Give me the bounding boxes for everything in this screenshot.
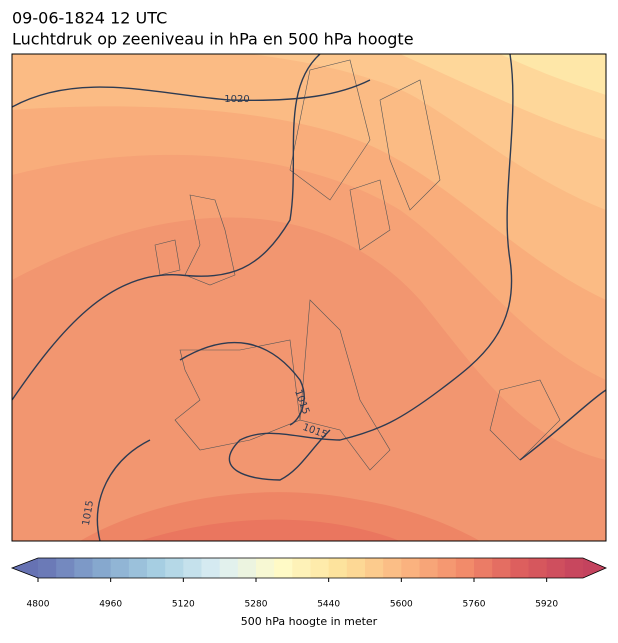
colorbar-bin (165, 558, 184, 578)
isobar (12, 54, 321, 401)
colorbar-bin (92, 558, 112, 578)
title: 09-06-1824 12 UTC (12, 9, 167, 28)
colorbar-tick-label: 5120 (172, 600, 195, 610)
colorbar-bin (528, 558, 548, 578)
colorbar-bin (401, 558, 420, 578)
colorbar-bin (38, 558, 57, 578)
colorbar-bin (56, 558, 75, 578)
colorbar-bin (256, 558, 275, 578)
colorbar-bin (183, 558, 202, 578)
isobar-label: 1015 (81, 500, 96, 527)
colorbar-bin (510, 558, 529, 578)
coastline (154, 59, 561, 471)
colorbar: 4800 4960 5120 5280 5440 5600 5760 5920 (10, 557, 608, 610)
isobar (228, 54, 514, 481)
colorbar-bin (147, 558, 166, 578)
colorbar-tick-label: 4960 (99, 600, 122, 610)
isobar (12, 79, 371, 108)
colorbar-bin (237, 558, 257, 578)
colorbar-tick-label: 5760 (463, 600, 486, 610)
colorbar-bin (546, 558, 566, 578)
colorbar-bin (419, 558, 439, 578)
colorbar-bin (310, 558, 330, 578)
colorbar-bin (455, 558, 475, 578)
colorbar-tick-label: 5920 (535, 600, 558, 610)
colorbar-label: 500 hPa hoogte in meter (241, 615, 378, 628)
isobar (179, 341, 305, 426)
subtitle: Luchtdruk op zeeniveau in hPa en 500 hPa… (12, 30, 414, 49)
colorbar-bin (74, 558, 93, 578)
colorbar-bin (365, 558, 384, 578)
colorbar-bin (274, 558, 293, 578)
isobar (519, 389, 606, 461)
isobar (96, 439, 151, 541)
colorbar-bin (110, 558, 130, 578)
colorbar-bin (564, 558, 584, 578)
colorbar-bin (219, 558, 239, 578)
map-frame (11, 53, 607, 542)
isobar-label: 1020 (224, 94, 249, 105)
colorbar-bin (437, 558, 457, 578)
colorbar-tick-label: 5600 (390, 600, 413, 610)
colorbar-bin (346, 558, 366, 578)
colorbar-bin (128, 558, 148, 578)
colorbar-extend (12, 558, 38, 578)
colorbar-bin (383, 558, 402, 578)
map: 1020 1015 1015 1015 (12, 54, 606, 541)
colorbar-bin (474, 558, 493, 578)
colorbar-tick-label: 5440 (317, 600, 340, 610)
colorbar-bin (328, 558, 348, 578)
colorbar-tick-label: 4800 (27, 600, 50, 610)
colorbar-tick-label: 5280 (245, 600, 268, 610)
colorbar-extend (583, 558, 606, 578)
colorbar-bin (201, 558, 221, 578)
colorbar-bin (492, 558, 511, 578)
colorbar-bin (292, 558, 311, 578)
